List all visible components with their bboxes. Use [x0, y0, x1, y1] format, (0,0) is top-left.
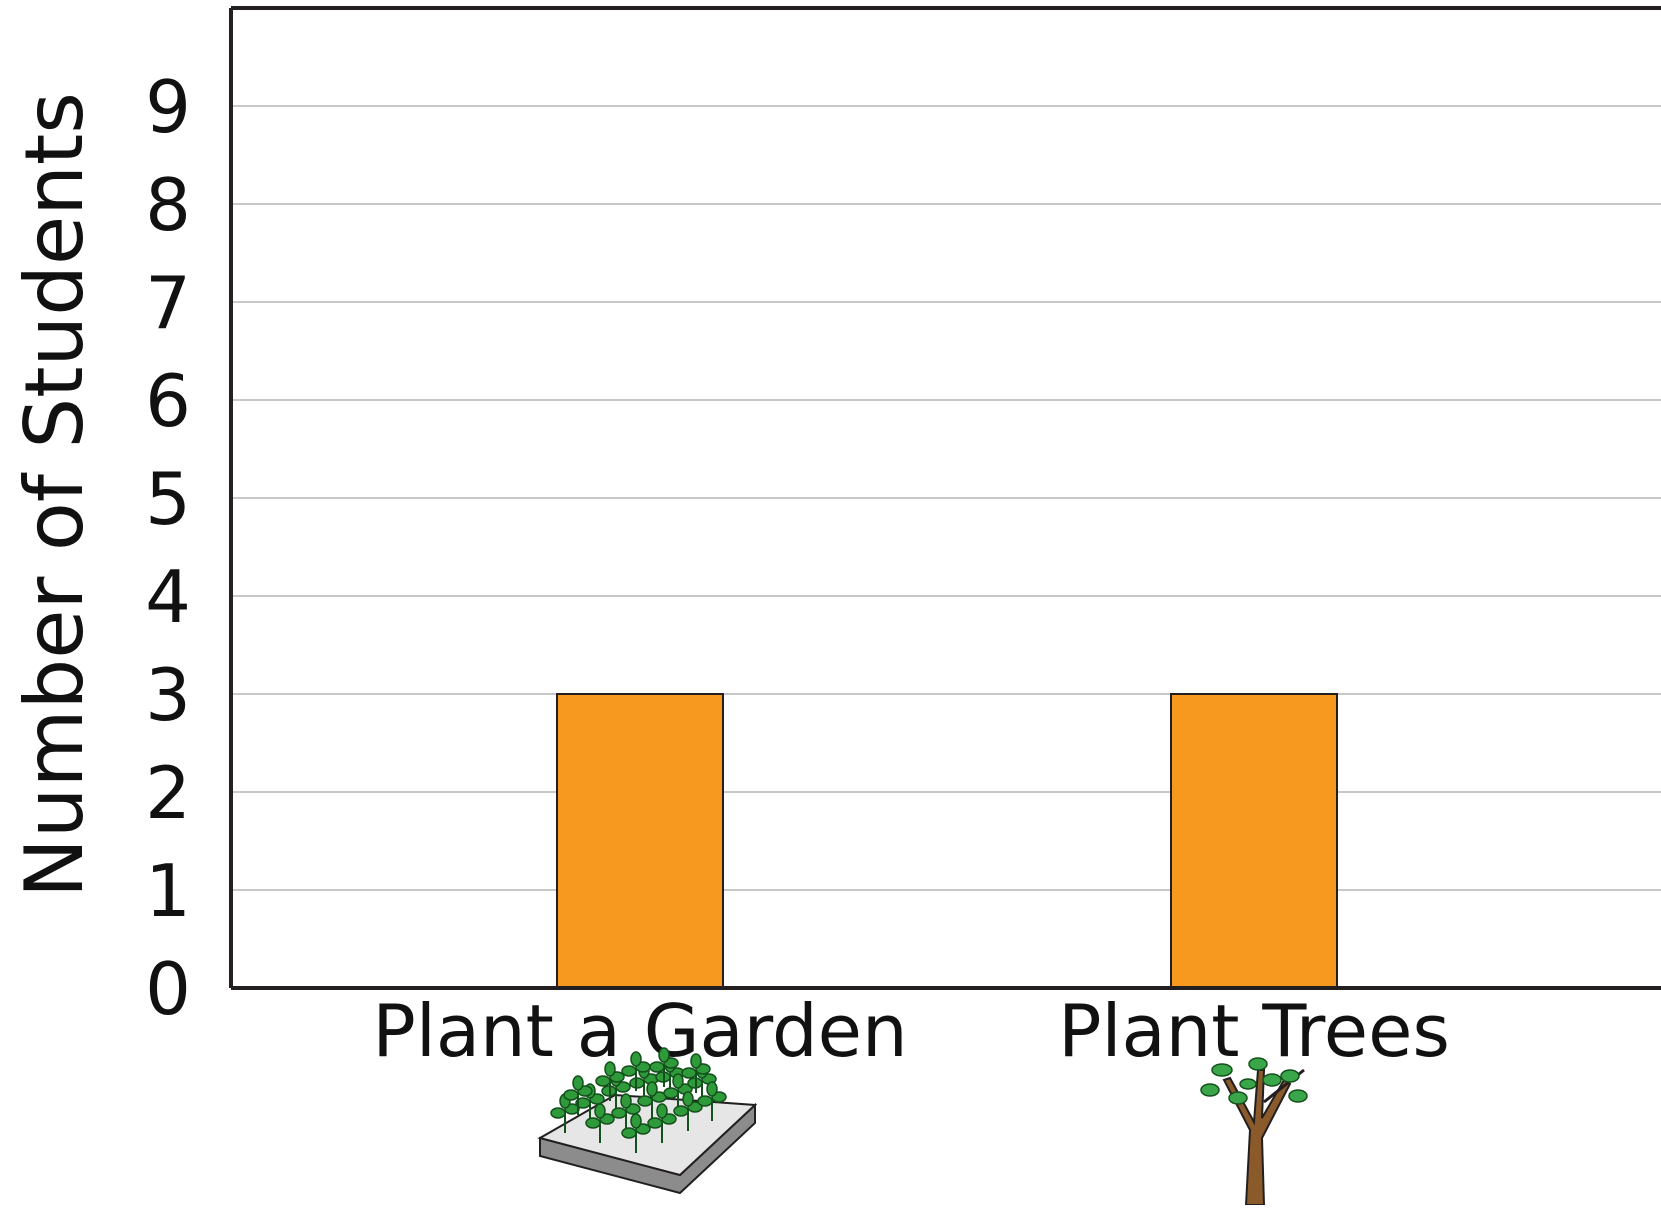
y-tick-label: 2 [145, 751, 191, 835]
y-tick-label: 5 [145, 457, 191, 541]
y-tick-label: 4 [145, 555, 191, 639]
sprout-icon [649, 1047, 679, 1087]
tree-icon [1200, 1057, 1308, 1206]
sprout-icon [621, 1113, 651, 1153]
sprout-icon [673, 1091, 703, 1131]
sprout-icon [585, 1103, 615, 1143]
sprout-icon [595, 1061, 625, 1101]
y-axis-ticks: 0 1 2 3 4 5 6 7 8 9 [145, 65, 191, 1031]
y-tick-label: 8 [145, 163, 191, 247]
sprout-icon [563, 1075, 593, 1115]
y-tick-label: 9 [145, 65, 191, 149]
y-axis-title: Number of Students [8, 92, 101, 898]
x-axis-labels: Plant a Garden Plant Trees [372, 989, 1450, 1073]
y-tick-label: 7 [145, 261, 191, 345]
sprout-icon [637, 1081, 667, 1121]
bar [1170, 693, 1338, 989]
y-tick-label: 3 [145, 653, 191, 737]
grid-layer [231, 105, 1661, 891]
bar-layer [556, 693, 1338, 989]
bar [556, 693, 724, 989]
y-tick-label: 1 [145, 849, 191, 933]
y-tick-label: 0 [145, 947, 191, 1031]
plot-frame [229, 6, 1661, 990]
y-tick-label: 6 [145, 359, 191, 443]
sprout-icon [647, 1103, 677, 1143]
sprout-icon [697, 1081, 727, 1121]
sprout-icon [611, 1093, 641, 1133]
sprout-icon [681, 1053, 711, 1093]
garden-bed-icon [537, 1047, 758, 1195]
sprout-icon [621, 1051, 651, 1091]
